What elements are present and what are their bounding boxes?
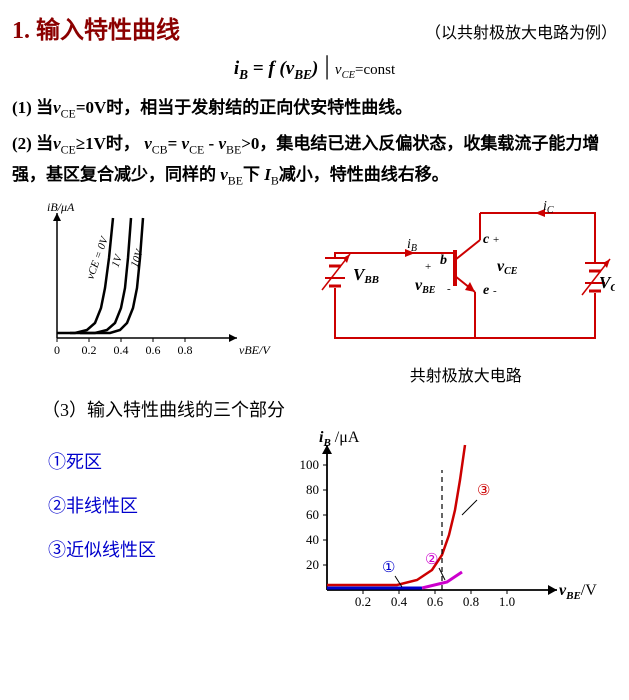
page-title: 1. 输入特性曲线 xyxy=(12,10,180,45)
svg-text:80: 80 xyxy=(306,482,319,497)
title-text: 输入特性曲线 xyxy=(36,18,180,44)
p1-mid1: =0V时，相当于发射结的正向伏安特性曲线。 xyxy=(76,98,412,117)
svg-text:0.6: 0.6 xyxy=(146,343,161,357)
regions-row: ①死区 ②非线性区 ③近似线性区 20 40 60 80 100 0.2 0.4 0.6 0.8… xyxy=(12,430,617,635)
eq-cond-tail: =const xyxy=(355,62,395,78)
p2-lead: (2) 当 xyxy=(12,134,53,153)
region-list: ①死区 ②非线性区 ③近似线性区 xyxy=(12,430,287,635)
chart2-svg: 20 40 60 80 100 0.2 0.4 0.6 0.8 1.0 iB /μA vBE/V ① ② ③ xyxy=(287,430,607,630)
chart-input-curves: 00.20.40.60.8iB/μAvBE/VvCE = 0V1V10V xyxy=(12,198,315,386)
svg-text:b: b xyxy=(440,253,447,268)
svg-text:③: ③ xyxy=(477,483,490,499)
paragraph-1: (1) 当vCE=0V时，相当于发射结的正向伏安特性曲线。 xyxy=(12,93,617,125)
region-item-1: ①死区 xyxy=(48,448,287,474)
circuit-diagram: iBiCbc+e-vCE+vBE-VBBVCC 共射极放大电路 xyxy=(315,198,618,386)
svg-text:1V: 1V xyxy=(110,252,126,269)
svg-text:VCC: VCC xyxy=(599,273,615,294)
svg-text:vBE/V: vBE/V xyxy=(559,582,597,602)
eq-close: ) xyxy=(312,58,318,79)
region-item-2: ②非线性区 xyxy=(48,492,287,518)
title-number: 1. xyxy=(12,18,30,44)
svg-text:e: e xyxy=(483,283,489,298)
eq-bar: | xyxy=(323,51,330,80)
equation: iB = f (vBE) | vCE=const xyxy=(12,51,617,83)
title-subtitle: （以共射极放大电路为例） xyxy=(425,19,617,43)
svg-text:1.0: 1.0 xyxy=(499,594,515,609)
title-row: 1. 输入特性曲线 （以共射极放大电路为例） xyxy=(12,10,617,45)
svg-text:0.8: 0.8 xyxy=(463,594,479,609)
chart-regions: 20 40 60 80 100 0.2 0.4 0.6 0.8 1.0 iB /μA vBE/V ① ② ③ xyxy=(287,430,617,635)
svg-text:10V: 10V xyxy=(129,247,147,269)
svg-text:0.6: 0.6 xyxy=(427,594,444,609)
svg-text:①: ① xyxy=(382,560,395,576)
eq-cond-sub: CE xyxy=(342,70,355,81)
circuit-caption: 共射极放大电路 xyxy=(315,362,618,386)
figures-row: 00.20.40.60.8iB/μAvBE/VvCE = 0V1V10V iBi… xyxy=(12,198,617,386)
svg-text:0.2: 0.2 xyxy=(82,343,97,357)
svg-text:vBE/V: vBE/V xyxy=(239,343,271,357)
svg-text:-: - xyxy=(447,283,451,295)
paragraph-2: (2) 当vCE≥1V时， vCB= vCE - vBE>0，集电结已进入反偏状… xyxy=(12,129,617,193)
subheading-3: （3）输入特性曲线的三个部分 xyxy=(42,396,617,422)
svg-text:+: + xyxy=(425,261,431,273)
svg-text:iB /μA: iB /μA xyxy=(319,430,360,449)
svg-text:c: c xyxy=(483,232,490,247)
svg-text:vCE: vCE xyxy=(497,258,518,277)
p1-lead: (1) 当 xyxy=(12,98,53,117)
eq-mid: = f (v xyxy=(253,58,294,79)
svg-text:0.4: 0.4 xyxy=(391,594,408,609)
svg-text:0.4: 0.4 xyxy=(114,343,129,357)
eq-arg-sub: BE xyxy=(294,67,312,82)
chart1-svg: 00.20.40.60.8iB/μAvBE/VvCE = 0V1V10V xyxy=(12,198,302,373)
eq-lhs-sub: B xyxy=(239,67,248,82)
svg-text:0: 0 xyxy=(54,343,60,357)
svg-text:②: ② xyxy=(425,552,438,568)
circuit-svg: iBiCbc+e-vCE+vBE-VBBVCC xyxy=(315,198,615,353)
svg-text:0.2: 0.2 xyxy=(355,594,371,609)
svg-text:VBB: VBB xyxy=(353,265,379,286)
svg-text:100: 100 xyxy=(299,457,319,472)
svg-text:+: + xyxy=(493,234,499,246)
region-item-3: ③近似线性区 xyxy=(48,536,287,562)
svg-text:iB: iB xyxy=(407,237,417,254)
svg-text:-: - xyxy=(493,285,497,297)
eq-cond: v xyxy=(335,62,342,78)
svg-text:60: 60 xyxy=(306,507,319,522)
svg-text:0.8: 0.8 xyxy=(178,343,193,357)
svg-text:iB/μA: iB/μA xyxy=(47,200,75,214)
svg-text:vBE: vBE xyxy=(415,277,436,296)
svg-text:20: 20 xyxy=(306,557,319,572)
svg-text:iC: iC xyxy=(543,199,554,216)
svg-text:40: 40 xyxy=(306,532,319,547)
